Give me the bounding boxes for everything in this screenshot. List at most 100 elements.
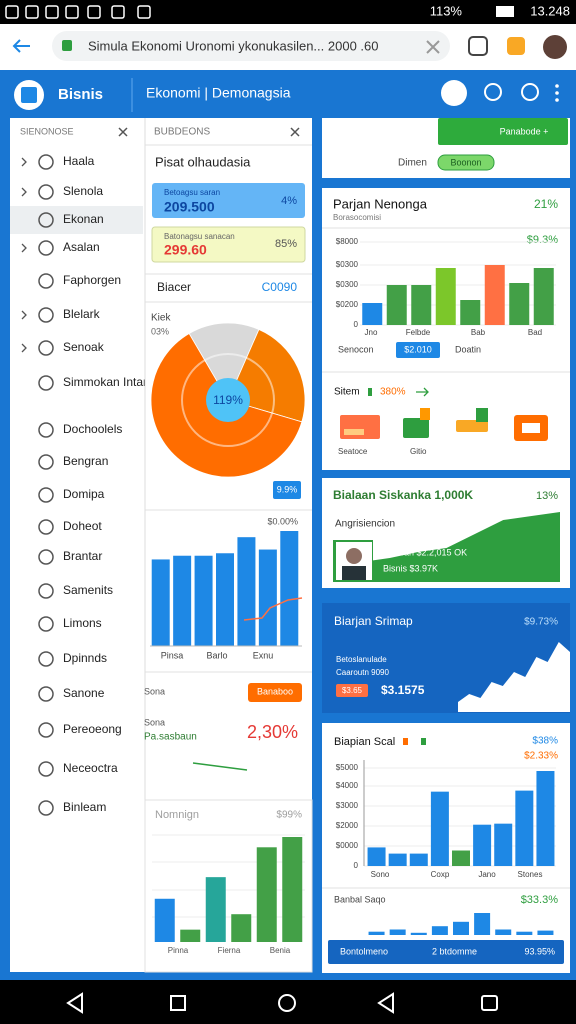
compare-categories: Fierna (218, 946, 241, 955)
sales-icons: Gitio (410, 447, 427, 456)
chevron (21, 310, 27, 320)
growth-line2: Bisnis $3.97K (383, 563, 438, 573)
nav-recent[interactable] (481, 995, 498, 1011)
bar (460, 300, 481, 325)
bar (362, 303, 383, 325)
extension-icon[interactable] (507, 37, 525, 55)
pie-center (206, 378, 250, 422)
menu-icon (38, 800, 54, 816)
url-field[interactable] (52, 31, 450, 61)
nav-back[interactable] (66, 992, 83, 1014)
compare-categories: Benia (270, 946, 291, 955)
sales-legend: $2.010 (404, 344, 432, 354)
scale-footer: Banbal Saqo (334, 894, 386, 904)
header-action[interactable] (441, 80, 467, 106)
menu-item[interactable]: Bengran (63, 454, 108, 468)
scale-yticks: $4000 (336, 781, 359, 790)
status-icon (87, 5, 101, 19)
menu-item[interactable]: Binleam (63, 800, 106, 814)
sales-status-value: 380% (380, 387, 406, 398)
menu-item[interactable]: Sanone (63, 686, 105, 700)
bar (533, 268, 554, 325)
nav-circle[interactable] (278, 994, 296, 1012)
stat-card (151, 226, 306, 263)
chat-icon[interactable] (484, 83, 502, 101)
chevron (21, 243, 27, 253)
menu-item[interactable]: Dochoolels (63, 422, 122, 436)
menu-item[interactable]: Pereoeong (63, 722, 122, 736)
area (333, 512, 560, 582)
panel-heading: Pisat olhaudasia (155, 154, 251, 169)
close-icon[interactable] (426, 40, 440, 54)
map-badge: $3.65 (342, 686, 363, 695)
bar (367, 847, 386, 866)
menu-item[interactable]: Ekonan (63, 212, 104, 226)
info-icon[interactable] (521, 83, 539, 101)
nav-home[interactable] (170, 995, 186, 1011)
sales-yticks: $8000 (336, 237, 359, 246)
sales-categories: Jno (365, 328, 378, 337)
status-icon (25, 5, 39, 19)
status-icon (5, 5, 19, 19)
more-dot (555, 98, 559, 102)
scale-yticks: $2000 (336, 821, 359, 830)
menu-item[interactable]: Dpinnds (63, 651, 107, 665)
menu-icon (38, 340, 54, 356)
menu-item[interactable]: Simmokan Intan (63, 375, 150, 389)
summary-bar (328, 940, 564, 964)
bar (154, 898, 175, 942)
menu-item[interactable]: Slenola (63, 184, 103, 198)
menu-item[interactable]: Domipa (63, 487, 105, 501)
pill-button[interactable] (248, 683, 302, 702)
scale-yticks: $3000 (336, 801, 359, 810)
map-line1: Betoslanulade (336, 655, 387, 664)
chevron (21, 343, 27, 353)
bar (151, 559, 170, 646)
bar (256, 847, 277, 942)
map-value: $3.1575 (381, 683, 425, 697)
primary-button[interactable] (438, 118, 568, 145)
pill (396, 342, 440, 358)
menu-item[interactable]: Doheot (63, 519, 102, 533)
menu-item[interactable]: Senoak (63, 340, 105, 354)
menu-item[interactable]: Asalan (63, 240, 100, 254)
menu-item[interactable]: Haala (63, 154, 95, 168)
bar (431, 926, 448, 935)
menu-item[interactable]: Limons (63, 616, 102, 630)
status-icon (111, 5, 125, 19)
menu-item[interactable]: Blelark (63, 307, 101, 321)
pie-sub: 03% (151, 326, 169, 336)
nav-back-2[interactable] (377, 992, 394, 1014)
scale-yticks: 0 (354, 861, 359, 870)
status-icon (65, 5, 79, 19)
sales-pct: 21% (534, 197, 558, 211)
menu-icon (38, 722, 54, 738)
scale-categories: Coxp (431, 870, 450, 879)
menu-icon (38, 549, 54, 565)
growth-sub: Angrisiencion (335, 519, 395, 530)
icon-detail (344, 429, 364, 435)
map-pct: $9.73% (524, 617, 558, 628)
panel-close[interactable] (290, 127, 300, 137)
arrow (416, 387, 429, 397)
icon-detail (420, 408, 430, 420)
pie-label: Kiek (151, 313, 171, 324)
card2-label: Batonagsu sanacan (164, 232, 235, 241)
marker (421, 738, 426, 745)
avatar[interactable] (543, 35, 567, 59)
menu-item[interactable]: Faphorgen (63, 273, 121, 287)
tab-icon[interactable] (468, 36, 488, 56)
bar (435, 268, 456, 325)
bars-categories: Pinsa (161, 650, 184, 660)
bar (389, 929, 406, 935)
menu-item[interactable]: Samenits (63, 583, 113, 597)
menu-close[interactable] (118, 127, 128, 137)
bar (509, 283, 530, 325)
menu-item[interactable]: Neceoctra (63, 761, 118, 775)
bar (430, 791, 449, 866)
more-dot (555, 84, 559, 88)
header-brand: Bisnis (58, 86, 103, 103)
card1-pct: 4% (281, 195, 297, 207)
menu-item[interactable]: Brantar (63, 549, 102, 563)
back-button[interactable] (12, 39, 30, 53)
